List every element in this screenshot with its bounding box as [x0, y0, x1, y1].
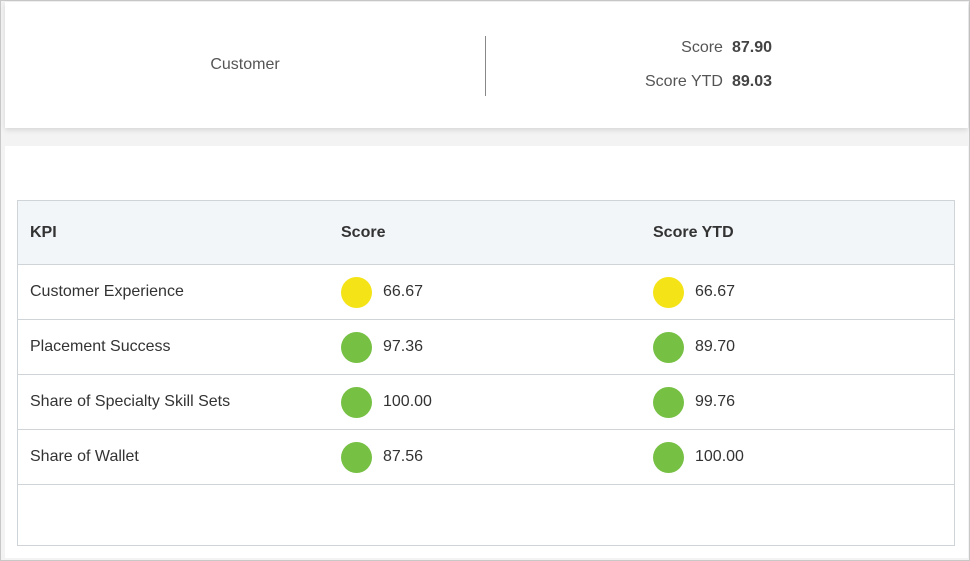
ytd-cell: 66.67: [642, 276, 954, 308]
kpi-name: Placement Success: [30, 338, 171, 355]
score-text: 100.00: [383, 393, 432, 410]
status-dot-icon: [341, 276, 372, 308]
summary-divider: [485, 36, 486, 96]
summary-card: Customer Score 87.90 Score YTD 89.03: [5, 2, 968, 128]
customer-label: Customer: [210, 56, 280, 73]
table-row[interactable]: Placement Success 97.36 89.70: [18, 320, 954, 375]
status-dot-icon: [653, 441, 684, 473]
ytd-cell: 100.00: [642, 441, 954, 473]
kpi-table: KPI Score Score YTD Customer Experience …: [17, 200, 955, 546]
table-row[interactable]: Share of Specialty Skill Sets 100.00 99.…: [18, 375, 954, 430]
ytd-text: 66.67: [695, 283, 736, 300]
kpi-name: Customer Experience: [30, 283, 184, 300]
score-ytd-label: Score YTD: [645, 73, 723, 90]
status-dot-icon: [341, 441, 372, 473]
score-line: Score 87.90: [681, 39, 772, 57]
score-value: 87.90: [731, 39, 772, 56]
score-cell: 97.36: [330, 331, 642, 363]
ytd-text: 89.70: [695, 338, 736, 355]
score-ytd-line: Score YTD 89.03: [645, 73, 772, 91]
header-kpi[interactable]: KPI: [30, 223, 57, 241]
status-dot-icon: [341, 331, 372, 363]
header-score-ytd[interactable]: Score YTD: [653, 223, 734, 241]
status-dot-icon: [653, 386, 684, 418]
score-cell: 87.56: [330, 441, 642, 473]
score-cell: 66.67: [330, 276, 642, 308]
status-dot-icon: [653, 331, 684, 363]
kpi-name: Share of Specialty Skill Sets: [30, 393, 231, 410]
score-text: 66.67: [383, 283, 424, 300]
table-header: KPI Score Score YTD: [18, 201, 954, 265]
status-dot-icon: [653, 276, 684, 308]
score-summary: Score 87.90 Score YTD 89.03: [486, 2, 772, 128]
score-text: 97.36: [383, 338, 424, 355]
kpi-panel: KPI Score Score YTD Customer Experience …: [5, 146, 968, 558]
score-ytd-value: 89.03: [731, 73, 772, 90]
table-row[interactable]: Customer Experience 66.67 66.67: [18, 265, 954, 320]
ytd-cell: 99.76: [642, 386, 954, 418]
score-text: 87.56: [383, 448, 424, 465]
customer-section: Customer: [5, 2, 485, 128]
kpi-name: Share of Wallet: [30, 448, 139, 465]
status-dot-icon: [341, 386, 372, 418]
ytd-text: 99.76: [695, 393, 736, 410]
score-cell: 100.00: [330, 386, 642, 418]
ytd-cell: 89.70: [642, 331, 954, 363]
table-row[interactable]: Share of Wallet 87.56 100.00: [18, 430, 954, 485]
header-score[interactable]: Score: [341, 223, 386, 241]
score-label: Score: [681, 39, 723, 56]
ytd-text: 100.00: [695, 448, 744, 465]
